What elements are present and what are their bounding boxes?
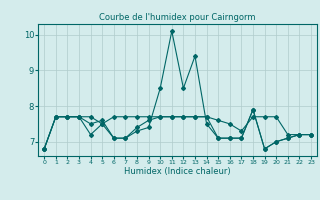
Title: Courbe de l'humidex pour Cairngorm: Courbe de l'humidex pour Cairngorm <box>99 13 256 22</box>
X-axis label: Humidex (Indice chaleur): Humidex (Indice chaleur) <box>124 167 231 176</box>
